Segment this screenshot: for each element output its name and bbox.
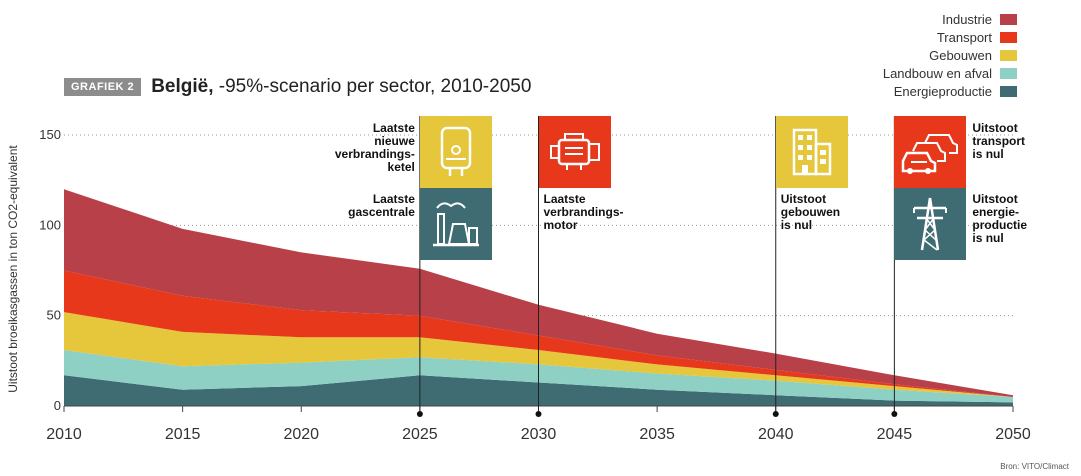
legend-label: Gebouwen <box>929 47 992 63</box>
chart-title-rest: -95%-scenario per sector, 2010-2050 <box>213 76 532 97</box>
annotation-line: is nul <box>972 231 1004 245</box>
milestone-dot-2045 <box>891 411 898 417</box>
power-plant-icon-box <box>419 188 492 260</box>
annotation-2045-bottom: Uitstoot energie-productie is nul <box>972 193 1027 245</box>
chart-title-bold: België, <box>151 76 214 97</box>
annotation-line: ketel <box>387 160 415 174</box>
y-axis-label: Uitstoot broeikasgassen in ton CO2-equiv… <box>6 145 20 393</box>
legend-item-transport: Transport <box>883 28 1017 46</box>
x-tick-label-2040: 2040 <box>758 426 794 443</box>
chart-badge: GRAFIEK 2 <box>64 78 142 96</box>
engine-icon-box <box>538 116 611 188</box>
annotation-2045-top: Uitstoot transport is nul <box>972 122 1025 161</box>
x-tick-label-2045: 2045 <box>877 426 913 443</box>
x-tick-label-2015: 2015 <box>165 426 201 443</box>
legend-label: Energieproductie <box>893 83 992 99</box>
y-tick-label-100: 100 <box>39 217 61 232</box>
y-tick-label-0: 0 <box>54 398 61 413</box>
annotation-line: motor <box>543 218 578 232</box>
cars-icon-box <box>894 116 967 188</box>
legend-label: Landbouw en afval <box>882 65 992 81</box>
pylon-icon <box>910 196 950 252</box>
x-tick-label-2020: 2020 <box>283 426 319 443</box>
engine-icon <box>547 130 603 174</box>
annotation-line: verbrandings- <box>334 147 415 161</box>
y-tick-label-150: 150 <box>39 127 61 142</box>
annotation-line: gebouwen <box>780 205 841 219</box>
annotation-line: verbrandings- <box>543 205 624 219</box>
x-tick-label-2030: 2030 <box>521 426 557 443</box>
x-tick-label-2035: 2035 <box>639 426 675 443</box>
legend-swatch <box>1000 31 1017 43</box>
annotation-line: transport <box>972 134 1026 148</box>
legend-item-gebouwen: Gebouwen <box>883 46 1017 64</box>
legend-item-energieproductie: Energieproductie <box>883 82 1017 100</box>
legend-item-industrie: Industrie <box>883 10 1017 28</box>
legend-label: Industrie <box>942 11 992 27</box>
chart-title: België, -95%-scenario per sector, 2010-2… <box>151 76 531 98</box>
annotation-2025-bottom: Laatste gascentrale <box>348 193 415 219</box>
annotation-line: energie- <box>972 205 1020 219</box>
chart-header: GRAFIEK 2 België, -95%-scenario per sect… <box>64 76 531 98</box>
y-tick-label-50: 50 <box>47 308 61 323</box>
legend-label: Transport <box>936 29 992 45</box>
x-tick-label-2010: 2010 <box>46 426 82 443</box>
annotation-line: Laatste <box>372 192 415 206</box>
legend-item-landbouw-en-afval: Landbouw en afval <box>883 64 1017 82</box>
chart-legend: Industrie Transport Gebouwen Landbouw en af… <box>883 10 1017 100</box>
annotation-line: Uitstoot <box>972 192 1018 206</box>
milestone-dot-2030 <box>535 411 542 417</box>
building-icon-box <box>775 116 848 188</box>
annotation-line: is nul <box>780 218 813 232</box>
pylon-icon-box <box>894 188 967 260</box>
legend-swatch <box>1000 85 1017 97</box>
boiler-icon <box>434 126 478 178</box>
annotation-line: nieuwe <box>374 134 415 148</box>
annotation-line: is nul <box>972 147 1004 161</box>
annotation-2040-bottom: Uitstoot gebouwen is nul <box>781 193 840 232</box>
annotation-2030-bottom: Laatste verbrandings-motor <box>544 193 624 232</box>
annotation-line: productie <box>972 218 1028 232</box>
building-icon <box>788 126 836 178</box>
cars-icon <box>899 129 961 175</box>
annotation-line: Laatste <box>372 121 415 135</box>
milestone-dot-2040 <box>772 411 779 417</box>
annotation-2025-top: Laatste nieuwe verbrandings-ketel <box>335 122 415 174</box>
boiler-icon-box <box>419 116 492 188</box>
legend-swatch <box>1000 67 1017 79</box>
annotation-line: Laatste <box>543 192 586 206</box>
area-industrie <box>64 189 1013 397</box>
annotation-line: gascentrale <box>348 205 415 219</box>
power-plant-icon <box>431 198 481 250</box>
legend-swatch <box>1000 13 1017 25</box>
x-tick-label-2050: 2050 <box>995 426 1031 443</box>
area-transport <box>64 270 1013 397</box>
annotation-line: Uitstoot <box>972 121 1018 135</box>
x-tick-label-2025: 2025 <box>402 426 438 443</box>
annotation-line: Uitstoot <box>780 192 827 206</box>
source-note: Bron: VITO/Climact <box>1000 462 1069 471</box>
milestone-dot-2025 <box>416 411 423 417</box>
legend-swatch <box>1000 49 1017 61</box>
